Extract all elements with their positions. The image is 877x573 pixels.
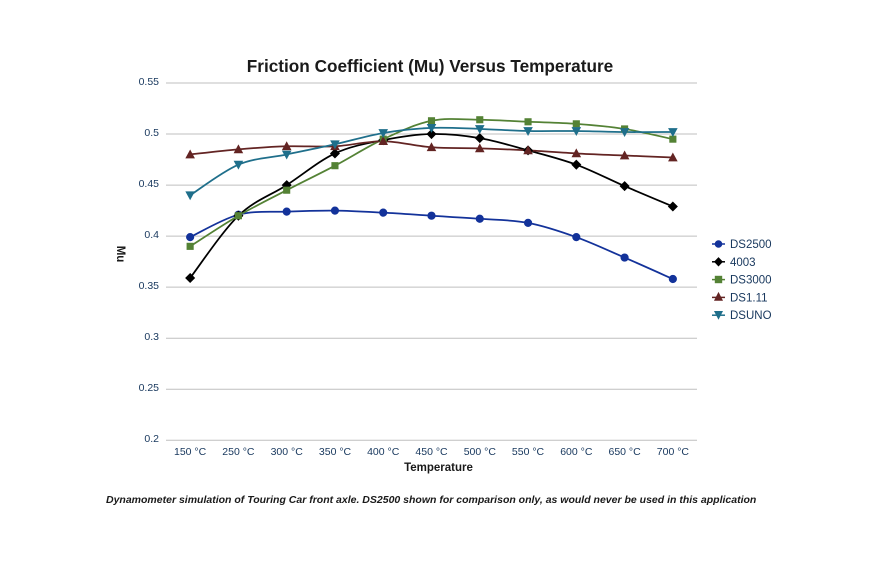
svg-text:DS1.11: DS1.11 [730,292,768,304]
svg-text:4003: 4003 [730,257,756,269]
svg-text:DS2500: DS2500 [730,239,772,251]
svg-text:DS3000: DS3000 [730,275,772,287]
svg-text:DSUNO: DSUNO [730,310,772,322]
